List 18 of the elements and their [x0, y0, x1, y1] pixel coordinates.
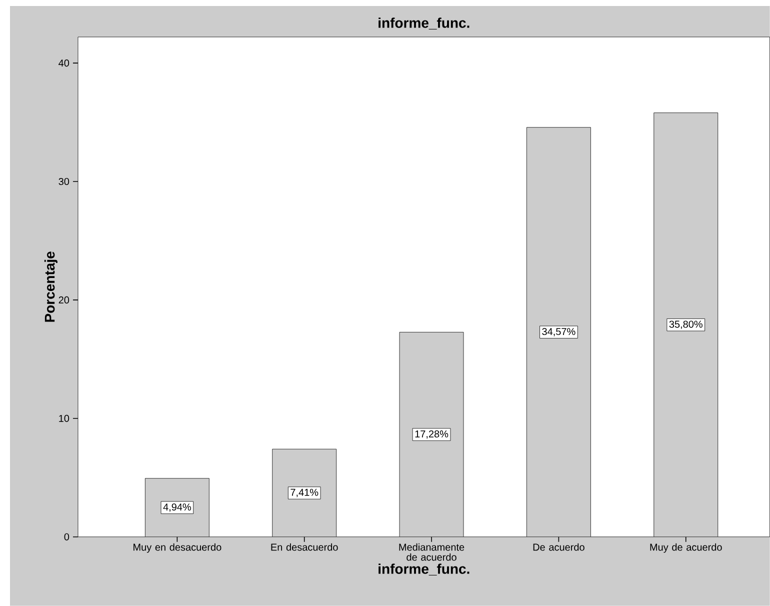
y-tick-label: 0 — [64, 533, 70, 540]
chart-title: informe_func. — [378, 18, 470, 30]
y-tick-label: 20 — [58, 296, 70, 304]
data-label: 35,80% — [669, 320, 702, 330]
x-tick-label: Medianamente de acuerdo — [399, 543, 464, 561]
y-tick-label: 40 — [58, 60, 70, 67]
x-tick-label: Muy en desacuerdo — [134, 543, 222, 553]
y-tick-label: 10 — [59, 414, 70, 422]
x-tick-label: En desacuerdo — [271, 543, 338, 551]
data-label: 4,94% — [163, 504, 192, 512]
x-tick-label: Muy de acuerdo — [650, 543, 722, 553]
data-label: 7,41% — [290, 488, 318, 498]
y-tick-label: 30 — [58, 178, 70, 186]
data-label: 34,57% — [542, 328, 576, 336]
x-axis-title: informe_func. — [378, 564, 470, 576]
y-axis-title: Porcentaje — [44, 252, 58, 322]
data-label: 17,28% — [415, 430, 448, 439]
x-tick-label: De acuerdo — [533, 543, 584, 551]
